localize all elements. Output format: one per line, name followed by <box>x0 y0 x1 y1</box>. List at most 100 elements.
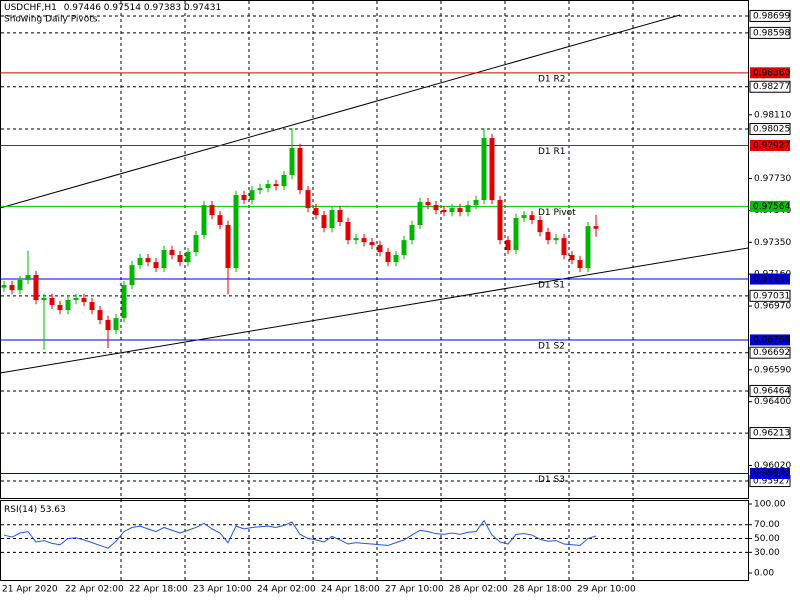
pivot-box <box>750 67 790 79</box>
y-tick-label: 0.96464 <box>753 386 790 396</box>
candle-body <box>449 208 455 213</box>
candle-body <box>129 265 135 286</box>
candle-body <box>41 297 47 301</box>
candle-body <box>545 232 551 241</box>
pivot-box <box>750 334 790 346</box>
candle-body <box>481 138 487 201</box>
candle-body <box>377 244 383 253</box>
x-tick-label: 28 Apr 18:00 <box>513 585 572 595</box>
y-tick-label: 0.96692 <box>753 348 790 358</box>
pivot-label: 0.96768 <box>753 335 790 345</box>
x-tick-label: 23 Apr 10:00 <box>193 585 252 595</box>
candle-body <box>209 205 215 216</box>
candle-body <box>113 318 119 331</box>
level-box <box>749 427 791 440</box>
candle-body <box>217 215 223 226</box>
candle-body <box>49 297 55 306</box>
pivot-label: 0.95972 <box>753 469 790 479</box>
y-tick-label: 0.97350 <box>754 238 791 248</box>
trend-line <box>0 247 749 374</box>
level-box <box>749 9 791 22</box>
candle-body <box>465 205 471 213</box>
level-box <box>749 123 791 136</box>
rsi-name: RSI(14) <box>4 505 37 515</box>
x-tick-label: 24 Apr 18:00 <box>321 585 380 595</box>
candle-body <box>153 262 159 268</box>
last-open: 0.97446 <box>64 3 101 13</box>
y-tick-label: 0.96400 <box>754 397 791 407</box>
candle-body <box>161 250 167 268</box>
rsi-last: 53.63 <box>40 505 66 515</box>
pivot-name: D1 R2 <box>538 74 566 84</box>
x-tick-label: 27 Apr 10:00 <box>385 585 444 595</box>
candle-body <box>225 225 231 268</box>
candle-body <box>65 300 71 311</box>
x-tick-label: 29 Apr 10:00 <box>577 585 636 595</box>
candle-body <box>249 190 255 201</box>
level-box <box>749 289 791 302</box>
candle-body <box>169 250 175 256</box>
pivot-box <box>750 200 790 212</box>
pivot-label: 0.97131 <box>753 275 790 285</box>
candle-body <box>529 215 535 220</box>
rsi-tick-label: 100.00 <box>754 500 786 510</box>
y-tick-label: 0.98025 <box>753 125 790 135</box>
candle-body <box>81 297 87 303</box>
candle-body <box>241 194 247 201</box>
last-low: 0.97383 <box>144 3 181 13</box>
chart-subtitle: Showing Daily Pivots. <box>4 15 100 25</box>
candle-body <box>457 208 463 213</box>
candle-body <box>409 225 415 241</box>
candle-body <box>313 208 319 216</box>
candle-body <box>577 260 583 268</box>
x-tick-label: 21 Apr 2020 <box>2 585 58 595</box>
y-tick-label: 0.98277 <box>753 82 790 92</box>
candle-body <box>505 240 511 251</box>
candle-body <box>353 238 359 241</box>
pivot-name: D1 S1 <box>538 281 565 291</box>
candle-body <box>73 297 79 301</box>
candle-body <box>1 285 7 288</box>
candle-body <box>305 190 311 209</box>
candle-body <box>257 188 263 191</box>
y-tick-label: 0.98598 <box>753 28 790 38</box>
main-frame <box>0 0 749 499</box>
x-tick-label: 24 Apr 02:00 <box>257 585 316 595</box>
pivot-name: D1 Pivot <box>538 208 576 218</box>
candle-body <box>513 217 519 251</box>
y-tick-label: 0.95927 <box>753 477 790 487</box>
candle-body <box>473 200 479 206</box>
candle-body <box>281 175 287 187</box>
y-tick-label: 0.97730 <box>754 174 791 184</box>
level-box <box>749 26 791 39</box>
pivot-box <box>750 139 790 151</box>
candle-body <box>97 310 103 320</box>
pivot-name: D1 S2 <box>538 341 565 351</box>
trend-line <box>0 14 681 209</box>
y-tick-label: 0.98110 <box>754 110 791 120</box>
candle-body <box>33 275 39 301</box>
candle-body <box>369 242 375 245</box>
pivot-label: 0.97564 <box>753 202 790 212</box>
candle-body <box>193 235 199 253</box>
candle-body <box>569 255 575 261</box>
candle-body <box>137 258 143 266</box>
pivot-label: 0.97927 <box>753 141 790 151</box>
level-box <box>749 346 791 359</box>
candle-body <box>201 205 207 236</box>
rsi-tick-label: 0.00 <box>754 569 774 579</box>
last-high: 0.97514 <box>104 3 141 13</box>
level-box <box>749 384 791 397</box>
candle-body <box>17 280 23 291</box>
candle-body <box>441 210 447 213</box>
candle-body <box>121 285 127 319</box>
last-close: 0.97431 <box>184 3 221 13</box>
x-tick-label: 22 Apr 02:00 <box>65 585 124 595</box>
x-tick-label: 28 Apr 02:00 <box>449 585 508 595</box>
candle-body <box>329 210 335 229</box>
candle-body <box>185 252 191 263</box>
candle-body <box>265 184 271 189</box>
candle-body <box>57 305 63 311</box>
